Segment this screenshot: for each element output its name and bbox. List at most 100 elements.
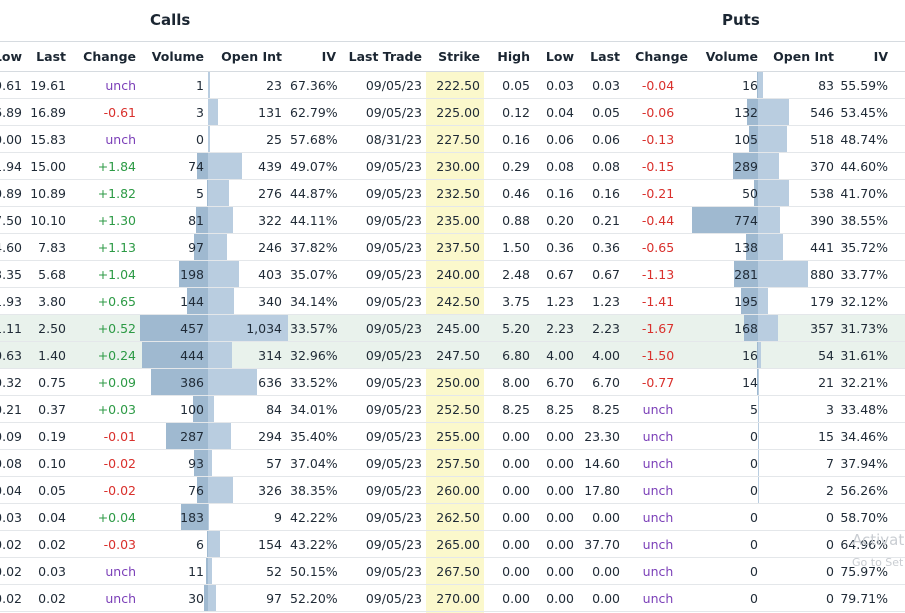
cell-put-change: -1.50	[641, 348, 675, 363]
col-head-put-high[interactable]: High	[497, 49, 530, 64]
cell-put-change: -0.04	[641, 78, 675, 93]
cell-put-low: 6.70	[546, 375, 574, 390]
option-row[interactable]: 0.08 0.10 -0.02 93 57 37.04% 09/05/23 257.50 0.0…	[0, 450, 905, 477]
col-head-strike[interactable]: Strike	[438, 49, 480, 64]
cell-strike: 230.00	[436, 159, 480, 174]
option-row[interactable]: 0.02 0.02 unch 30 97 52.20% 09/05/23 270.00 0.00…	[0, 585, 905, 612]
cell-put-change: unch	[642, 456, 674, 471]
cell-put-open-int: 21	[818, 375, 834, 390]
col-head-put-open-int[interactable]: Open Int	[773, 49, 834, 64]
cell-call-open-int: 439	[258, 159, 282, 174]
cell-put-high: 3.75	[502, 294, 530, 309]
option-row[interactable]: 0.09 0.19 -0.01 287 294 35.40% 09/05/23 255.00 0…	[0, 423, 905, 450]
cell-put-open-int: 538	[810, 186, 834, 201]
col-head-last-trade[interactable]: Last Trade	[348, 49, 422, 64]
option-row[interactable]: 0.21 0.37 +0.03 100 84 34.01% 09/05/23 252.50 8.…	[0, 396, 905, 423]
col-head-call-open-int[interactable]: Open Int	[221, 49, 282, 64]
option-row[interactable]: 3.35 5.68 +1.04 198 403 35.07% 09/05/23 240.00 2…	[0, 261, 905, 288]
call-open-int-bar	[208, 288, 235, 314]
cell-put-high: 0.00	[502, 429, 530, 444]
option-row[interactable]: 7.50 10.10 +1.30 81 322 44.11% 09/05/23 235.00 0…	[0, 207, 905, 234]
col-head-call-iv[interactable]: IV	[321, 49, 336, 64]
col-head-put-last[interactable]: Last	[590, 49, 620, 64]
option-row[interactable]: 4.60 7.83 +1.13 97 246 37.82% 09/05/23 237.50 1.…	[0, 234, 905, 261]
cell-put-last: 0.08	[592, 159, 620, 174]
option-row[interactable]: 0.03 0.04 +0.04 183 9 42.22% 09/05/23 262.50 0.0…	[0, 504, 905, 531]
cell-call-iv: 49.07%	[290, 159, 338, 174]
put-volume-bar	[734, 261, 758, 287]
cell-call-open-int: 294	[258, 429, 282, 444]
put-volume-bar	[749, 126, 758, 152]
cell-call-low: 0.04	[0, 483, 22, 498]
cell-put-high: 5.20	[502, 321, 530, 336]
cell-put-volume: 50	[742, 186, 758, 201]
cell-put-low: 0.67	[546, 267, 574, 282]
cell-call-volume: 144	[180, 294, 204, 309]
option-row[interactable]: 0.00 15.83 unch 0 25 57.68% 08/31/23 227.50 0.16…	[0, 126, 905, 153]
cell-put-open-int: 2	[826, 483, 834, 498]
col-head-call-last[interactable]: Last	[36, 49, 66, 64]
option-row[interactable]: 0.04 0.05 -0.02 76 326 38.35% 09/05/23 260.00 0.…	[0, 477, 905, 504]
option-row[interactable]: 0.63 1.40 +0.24 444 314 32.96% 09/05/23 247.50 6…	[0, 342, 905, 369]
cell-call-iv: 34.01%	[290, 402, 338, 417]
cell-call-change: +0.04	[97, 510, 136, 525]
option-row[interactable]: 0.02 0.03 unch 11 52 50.15% 09/05/23 267.50 0.00…	[0, 558, 905, 585]
cell-put-low: 0.00	[546, 483, 574, 498]
option-row[interactable]: 0.32 0.75 +0.09 386 636 33.52% 09/05/23 250.00 8…	[0, 369, 905, 396]
cell-call-low: 1.94	[0, 159, 22, 174]
cell-call-volume: 93	[188, 456, 204, 471]
cell-call-low: 0.00	[0, 132, 22, 147]
cell-put-last: 14.60	[584, 456, 620, 471]
option-row[interactable]: 9.61 19.61 unch 1 23 67.36% 09/05/23 222.50 0.05…	[0, 72, 905, 99]
cell-put-volume: 138	[734, 240, 758, 255]
col-head-put-iv[interactable]: IV	[873, 49, 888, 64]
col-head-put-volume[interactable]: Volume	[705, 49, 758, 64]
call-open-int-bar	[208, 315, 288, 341]
cell-last-trade: 09/05/23	[365, 510, 422, 525]
cell-call-change: unch	[105, 564, 136, 579]
option-row[interactable]: 6.89 16.89 -0.61 3 131 62.79% 09/05/23 225.00 0.…	[0, 99, 905, 126]
option-row[interactable]: 0.02 0.02 -0.03 6 154 43.22% 09/05/23 265.00 0.0…	[0, 531, 905, 558]
cell-put-low: 1.23	[546, 294, 574, 309]
cell-call-open-int: 314	[258, 348, 282, 363]
cell-put-open-int: 518	[810, 132, 834, 147]
col-head-call-change[interactable]: Change	[83, 49, 136, 64]
option-row[interactable]: 1.93 3.80 +0.65 144 340 34.14% 09/05/23 242.50 3…	[0, 288, 905, 315]
cell-put-iv: 75.97%	[840, 564, 888, 579]
cell-strike: 252.50	[436, 402, 480, 417]
cell-put-low: 0.00	[546, 510, 574, 525]
cell-put-change: -0.21	[641, 186, 675, 201]
cell-put-volume: 168	[734, 321, 758, 336]
put-open-int-bar	[758, 261, 808, 287]
cell-call-open-int: 9	[274, 510, 282, 525]
cell-call-open-int: 97	[266, 591, 282, 606]
cell-put-volume: 0	[750, 483, 758, 498]
col-head-call-low[interactable]: Low	[0, 49, 22, 64]
option-row[interactable]: 1.94 15.00 +1.84 74 439 49.07% 09/05/23 230.00 0…	[0, 153, 905, 180]
cell-put-high: 0.00	[502, 456, 530, 471]
cell-put-low: 0.16	[546, 186, 574, 201]
put-open-int-bar	[758, 369, 760, 395]
column-header-divider	[0, 71, 905, 72]
cell-put-high: 0.00	[502, 510, 530, 525]
cell-put-iv: 56.26%	[840, 483, 888, 498]
cell-call-change: -0.02	[103, 456, 136, 471]
cell-put-change: -1.13	[641, 267, 675, 282]
call-volume-bar	[207, 180, 208, 206]
cell-call-last: 0.10	[38, 456, 66, 471]
cell-call-low: 0.08	[0, 456, 22, 471]
col-head-put-low[interactable]: Low	[545, 49, 574, 64]
option-row[interactable]: 1.11 2.50 +0.52 457 1,034 33.57% 09/05/23 245.0…	[0, 315, 905, 342]
col-head-put-change[interactable]: Change	[635, 49, 688, 64]
cell-put-low: 8.25	[546, 402, 574, 417]
col-head-call-volume[interactable]: Volume	[151, 49, 204, 64]
puts-group-title: Puts	[722, 11, 760, 29]
cell-last-trade: 09/05/23	[365, 321, 422, 336]
cell-put-volume: 16	[742, 348, 758, 363]
cell-put-open-int: 179	[810, 294, 834, 309]
option-row[interactable]: 0.89 10.89 +1.82 5 276 44.87% 09/05/23 232.50 0.…	[0, 180, 905, 207]
cell-call-volume: 100	[180, 402, 204, 417]
cell-call-last: 0.03	[38, 564, 66, 579]
cell-call-last: 7.83	[38, 240, 66, 255]
cell-call-iv: 35.07%	[290, 267, 338, 282]
